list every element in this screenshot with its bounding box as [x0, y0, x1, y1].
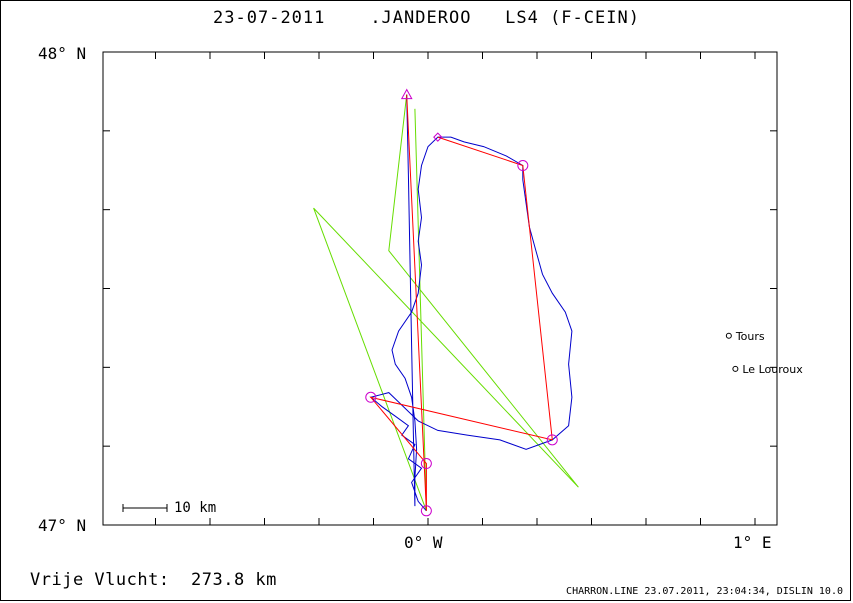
- task-route: [369, 94, 553, 511]
- place-marker: [732, 365, 739, 372]
- turnpoint-finish-marker: [433, 132, 443, 142]
- flight-distance: Vrije Vlucht: 273.8 km: [30, 570, 277, 590]
- place-label: Le Louroux: [742, 363, 803, 376]
- axis-ticks: [103, 51, 777, 526]
- scale-bar-graphic: [122, 504, 168, 512]
- task-route-line: [369, 94, 553, 511]
- turnpoint-start-marker: [400, 88, 413, 100]
- turnpoint-marker: [420, 458, 432, 470]
- turnpoint-marker: [517, 160, 529, 172]
- lat-48-label: 48° N: [38, 44, 87, 63]
- turnpoint-marker: [546, 434, 558, 446]
- places: Tours Le Louroux: [725, 330, 803, 376]
- place-marker: [725, 332, 732, 339]
- lon-0-label: 0° W: [404, 533, 443, 552]
- turnpoints: [365, 88, 558, 517]
- software-stamp: CHARRON.LINE 23.07.2011, 23:04:34, DISLI…: [566, 586, 843, 597]
- scale-bar-label: 10 km: [174, 500, 217, 516]
- lon-1-label: 1° E: [733, 533, 772, 552]
- turnpoint-marker: [365, 391, 377, 403]
- optimized-route-line: [313, 94, 579, 511]
- place-label: Tours: [735, 330, 765, 343]
- map-area: [102, 51, 778, 526]
- lat-47-label: 47° N: [38, 516, 87, 535]
- flight-title: 23-07-2011 .JANDEROO LS4 (F-CEIN): [213, 8, 640, 28]
- optimized-route: [313, 94, 579, 511]
- turnpoint-marker: [420, 505, 432, 517]
